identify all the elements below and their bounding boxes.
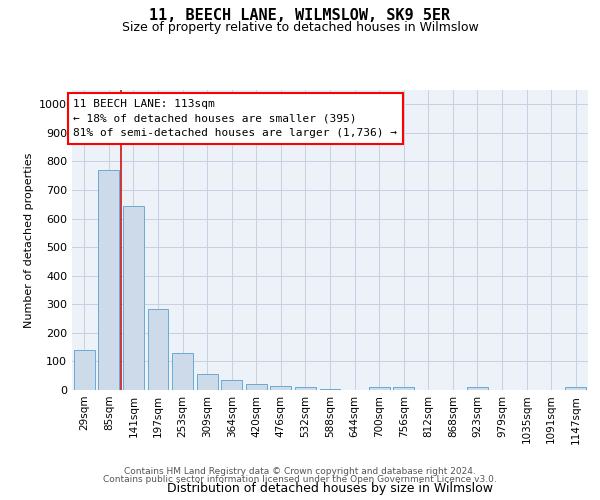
Text: 11 BEECH LANE: 113sqm
← 18% of detached houses are smaller (395)
81% of semi-det: 11 BEECH LANE: 113sqm ← 18% of detached …	[73, 98, 397, 138]
Bar	[221, 380, 242, 390]
Bar	[98, 170, 119, 390]
Text: Contains HM Land Registry data © Crown copyright and database right 2024.: Contains HM Land Registry data © Crown c…	[124, 467, 476, 476]
Bar	[123, 206, 144, 390]
Bar	[197, 374, 218, 390]
Text: Size of property relative to detached houses in Wilmslow: Size of property relative to detached ho…	[122, 21, 478, 34]
Bar	[467, 387, 488, 390]
Bar	[246, 384, 267, 390]
Text: Contains public sector information licensed under the Open Government Licence v3: Contains public sector information licen…	[103, 475, 497, 484]
Text: 11, BEECH LANE, WILMSLOW, SK9 5ER: 11, BEECH LANE, WILMSLOW, SK9 5ER	[149, 8, 451, 22]
Bar	[320, 388, 340, 390]
Text: Distribution of detached houses by size in Wilmslow: Distribution of detached houses by size …	[167, 482, 493, 495]
Bar	[368, 387, 389, 390]
Bar	[148, 308, 169, 390]
Bar	[74, 350, 95, 390]
Bar	[565, 387, 586, 390]
Bar	[271, 386, 292, 390]
Bar	[172, 353, 193, 390]
Y-axis label: Number of detached properties: Number of detached properties	[23, 152, 34, 328]
Bar	[295, 387, 316, 390]
Bar	[393, 387, 414, 390]
